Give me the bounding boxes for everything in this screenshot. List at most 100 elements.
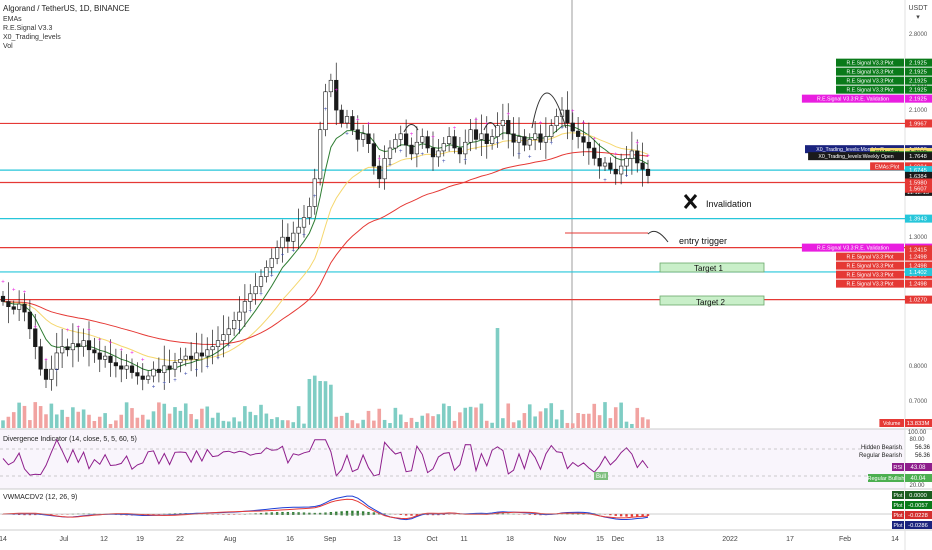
candle-body xyxy=(339,109,344,124)
candle-body xyxy=(624,158,629,167)
volume-bar xyxy=(135,417,140,428)
candle-body xyxy=(645,168,651,176)
volume-bar xyxy=(17,402,21,428)
candle-body xyxy=(635,150,640,164)
volume-bar xyxy=(65,416,70,428)
volume-bar xyxy=(495,328,500,428)
volume-bar xyxy=(194,419,199,428)
candle-body xyxy=(436,150,441,158)
volume-bar xyxy=(630,423,634,428)
signal-dot: + xyxy=(205,365,209,371)
candle-body xyxy=(285,236,290,242)
candle-body xyxy=(495,125,500,137)
candle-body xyxy=(189,355,194,360)
signal-dot: + xyxy=(66,328,70,334)
time-axis-label: 19 xyxy=(136,536,144,543)
macd-histogram-bar xyxy=(308,512,311,515)
volume-bar xyxy=(603,402,607,428)
signal-dot: + xyxy=(162,381,166,387)
volume-bar xyxy=(361,419,365,428)
volume-bar xyxy=(302,423,306,428)
volume-bar xyxy=(216,412,220,428)
candle-body xyxy=(97,352,102,360)
candle-body xyxy=(54,352,59,370)
signal-dot: + xyxy=(356,117,360,123)
chevron-down-icon[interactable]: ▾ xyxy=(916,14,920,21)
price-tag-box xyxy=(905,67,932,76)
volume-bar xyxy=(329,384,333,428)
price-tag-box xyxy=(905,261,932,270)
candle-body xyxy=(253,286,258,295)
price-tag-label-box xyxy=(836,85,904,94)
volume-bar xyxy=(425,413,430,428)
price-tag-value: 11:12:15 xyxy=(907,190,929,196)
volume-bar xyxy=(587,413,591,428)
price-tag-box xyxy=(905,184,932,193)
price-tag-label-box xyxy=(836,270,904,279)
price-tag-label: R.E.Signal V3.3:Plot xyxy=(846,282,894,288)
volume-bar xyxy=(157,402,161,428)
volume-bar xyxy=(248,411,253,428)
candle-body xyxy=(86,340,92,351)
macd-histogram-bar xyxy=(636,514,639,517)
price-tag-label: R.E.Signal V3.3:R.E. Validation xyxy=(817,97,889,103)
volume-bar xyxy=(345,412,349,428)
macd-histogram-bar xyxy=(286,511,290,516)
volume-bar xyxy=(1,420,5,428)
volume-bar xyxy=(312,375,317,428)
volume-bar xyxy=(108,423,113,428)
volume-bar xyxy=(38,406,43,428)
signal-dot: + xyxy=(549,141,553,147)
volume-bar xyxy=(226,421,231,428)
signal-dot: + xyxy=(334,88,338,94)
volume-bar xyxy=(49,403,54,428)
volume-bar xyxy=(565,422,570,428)
macd-histogram-bar xyxy=(345,510,349,516)
target-1-label: Target 1 xyxy=(694,264,723,273)
rsi-value: 43.08 xyxy=(910,465,926,471)
volume-bar xyxy=(420,415,425,428)
time-axis-label: 16 xyxy=(286,536,294,543)
arc-annotation-2 xyxy=(483,122,497,131)
candle-body xyxy=(291,232,296,242)
macd-histogram-bar xyxy=(324,512,327,515)
candle-body xyxy=(334,79,339,111)
candle-body xyxy=(430,147,436,158)
volume-bar xyxy=(560,409,564,428)
signal-dot: + xyxy=(453,126,457,132)
volume-bar xyxy=(619,402,623,428)
price-tag-label-box xyxy=(836,67,904,76)
volume-bar xyxy=(33,402,38,428)
price-tag-label: R.E.Signal V3.3:Plot xyxy=(846,79,894,85)
signal-dot: + xyxy=(98,337,102,343)
macd-histogram-bar xyxy=(641,514,644,517)
signal-dot: + xyxy=(216,356,220,362)
signal-dot: + xyxy=(388,163,392,169)
macd-histogram-bar xyxy=(28,514,32,516)
signal-dot: + xyxy=(184,371,188,377)
volume-bar xyxy=(253,415,258,428)
volume-bar xyxy=(44,414,48,428)
time-axis-label: 12 xyxy=(100,536,108,543)
candle-body xyxy=(463,141,468,155)
candle-body xyxy=(232,320,237,330)
price-tag-label-box xyxy=(836,76,904,85)
volume-bar xyxy=(178,410,183,428)
divergence-legend: Hidden Bearish 56.36 Regular Bearish 56.… xyxy=(859,445,931,459)
divergence-pane xyxy=(0,429,905,489)
candle-body xyxy=(549,125,554,137)
volume-bar xyxy=(597,415,602,428)
volume-bar xyxy=(415,421,419,428)
volume-bar xyxy=(140,414,145,428)
candle-body xyxy=(312,178,317,207)
volume-bar xyxy=(447,406,451,428)
price-tag-value: 1.7648 xyxy=(909,154,927,160)
price-tag-label: X0_Trading_levels:Monthly Open xyxy=(816,147,893,153)
price-tag-value: 1.2498 xyxy=(909,264,927,270)
macd-histogram-bar xyxy=(630,514,634,517)
macd-histogram-bar xyxy=(50,514,53,515)
macd-histogram-bar xyxy=(619,514,623,517)
volume-bar xyxy=(635,407,640,428)
signal-dot: + xyxy=(646,154,650,160)
